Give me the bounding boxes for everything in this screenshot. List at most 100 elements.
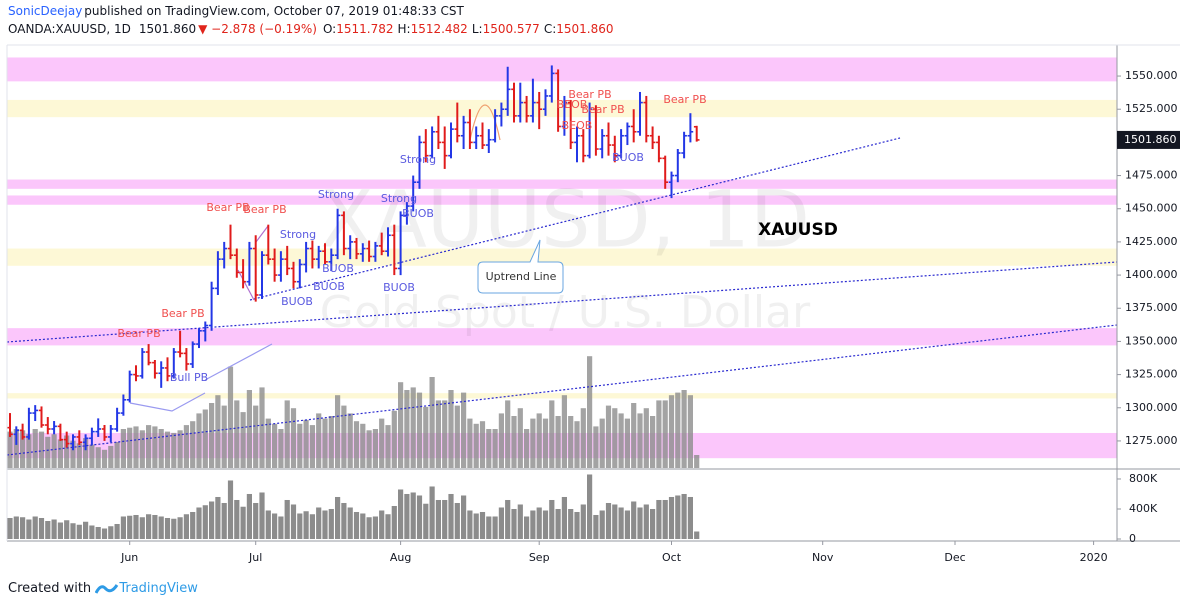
volume-bar — [127, 515, 133, 539]
volume-overlay-bar — [511, 416, 517, 468]
x-tick-label: Jul — [248, 551, 262, 564]
volume-tick-label: 400K — [1129, 502, 1158, 515]
volume-overlay-bar — [202, 409, 208, 468]
volume-overlay-bar — [473, 423, 479, 468]
volume-overlay-bar — [593, 426, 599, 468]
volume-overlay-bar — [7, 431, 13, 468]
volume-bar — [423, 503, 429, 539]
y-tick-label: 1400.000 — [1125, 268, 1178, 281]
volume-bar — [587, 474, 593, 539]
arrow-line — [237, 269, 255, 301]
volume-bar — [20, 517, 26, 539]
arrow-line — [129, 392, 206, 412]
ohlc-value: 1512.482 — [410, 22, 468, 36]
volume-bar — [227, 480, 234, 539]
volume-bar — [190, 511, 196, 539]
volume-overlay-bar — [89, 444, 95, 468]
volume-bar — [215, 496, 221, 539]
volume-overlay-bar — [253, 405, 259, 468]
y-tick-label: 1425.000 — [1125, 235, 1178, 248]
volume-overlay-bar — [45, 436, 51, 468]
volume-overlay-bar — [498, 413, 504, 468]
annotation: BUOB — [612, 151, 644, 164]
volume-overlay-bar — [580, 408, 586, 468]
volume-overlay-bar — [530, 418, 536, 468]
volume-bar — [32, 516, 38, 539]
brand[interactable]: TradingView — [119, 581, 198, 596]
x-tick-label: Oct — [662, 551, 682, 564]
volume-bar — [202, 505, 208, 539]
volume-bar — [297, 513, 303, 539]
volume-overlay-bar — [624, 418, 630, 468]
x-tick-label: Sep — [529, 551, 550, 564]
volume-overlay-bar — [347, 413, 353, 468]
volume-bar — [650, 508, 656, 539]
ohlc-value: 1500.577 — [482, 22, 540, 36]
volume-overlay-bar — [272, 423, 278, 468]
volume-overlay-bar — [687, 395, 693, 468]
volume-overlay-bar — [177, 430, 183, 468]
volume-bar — [209, 501, 215, 539]
volume-bar — [253, 502, 259, 539]
symbol-line: OANDA:XAUUSD, 1D 1501.860 ▼ −2.878 (−0.19%… — [8, 22, 620, 36]
volume-overlay-bar — [681, 390, 687, 468]
volume-bar — [599, 510, 605, 539]
annotation: XAUUSD — [758, 220, 838, 240]
volume-bar — [498, 507, 504, 539]
volume-overlay-bar — [303, 419, 309, 468]
volume-bar — [341, 502, 347, 539]
volume-overlay-bar — [164, 431, 171, 468]
volume-overlay-bar — [101, 449, 108, 468]
volume-overlay-bar — [454, 405, 460, 468]
ohlc-key: C: — [543, 22, 557, 36]
volume-bar — [643, 504, 649, 539]
price-bars — [7, 65, 700, 451]
volume-overlay-bar — [517, 408, 523, 468]
volume-bar — [353, 511, 360, 539]
volume-overlay-bar — [637, 413, 643, 468]
volume-overlay-bar — [574, 421, 580, 468]
volume-bar — [662, 499, 668, 539]
volume-bar — [505, 499, 511, 539]
volume-overlay-bar — [284, 400, 290, 468]
volume-bar — [461, 495, 467, 539]
volume-overlay-bar — [309, 425, 315, 468]
volume-overlay-bar — [183, 425, 189, 468]
volume-overlay-bar — [278, 429, 284, 468]
header-line: SonicDeejay published on TradingView.com,… — [8, 4, 466, 18]
volume-bar — [114, 523, 120, 539]
volume-bar — [240, 506, 246, 539]
volume-bar — [530, 510, 536, 539]
volume-bar — [284, 499, 290, 539]
volume-overlay-bar — [322, 418, 328, 468]
volume-overlay-bar — [341, 405, 347, 468]
volume-overlay-bar — [120, 429, 126, 468]
zone — [7, 57, 1117, 82]
volume-overlay-bar — [555, 416, 561, 468]
volume-bar — [694, 531, 700, 539]
zone — [7, 328, 1117, 346]
volume-overlay-bar — [328, 416, 334, 468]
volume-tick-label: 0 — [1129, 532, 1136, 545]
volume-bar — [568, 508, 574, 539]
volume-overlay-bar — [127, 427, 133, 468]
annotation: Bear PB — [206, 201, 249, 214]
volume-overlay-bar — [398, 382, 404, 468]
volume-bar — [139, 517, 145, 539]
volume-bar — [7, 517, 13, 539]
volume-bar — [536, 507, 542, 539]
volume-overlay-bar — [240, 412, 246, 468]
volume-bar — [164, 517, 171, 539]
volume-bar — [272, 513, 278, 539]
volume-bar — [416, 495, 423, 539]
author[interactable]: SonicDeejay — [8, 4, 83, 18]
ohlc-value: 1501.860 — [556, 22, 614, 36]
volume-overlay-bar — [435, 400, 441, 468]
volume-bar — [442, 499, 448, 539]
volume-overlay-bar — [467, 418, 473, 468]
volume-bar — [322, 510, 328, 539]
volume-bar — [675, 495, 681, 539]
symbol: OANDA:XAUUSD, 1D — [8, 22, 131, 36]
volume-overlay-bar — [416, 392, 423, 468]
